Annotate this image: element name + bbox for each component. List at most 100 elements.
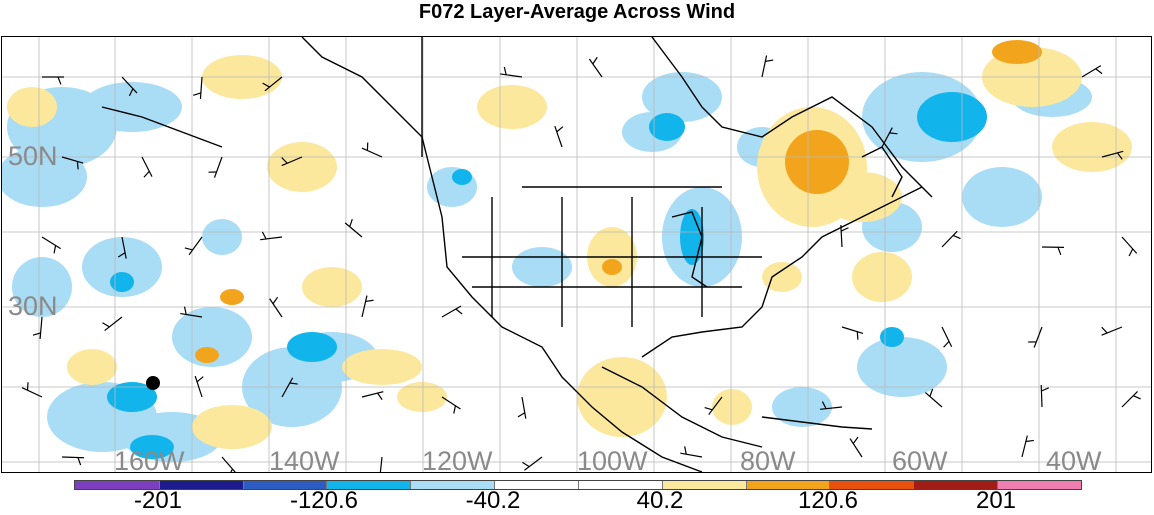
lon-label-80w: 80W: [740, 448, 796, 473]
lon-label-60w: 60W: [892, 448, 948, 473]
wind-barb-flag: [144, 171, 149, 177]
wind-barb-staff: [345, 223, 362, 237]
wind-barb-staff: [1122, 391, 1138, 407]
wind-barb-staff: [1122, 237, 1137, 253]
wind-barb-flag: [33, 333, 41, 335]
wind-barb-staff: [555, 126, 562, 147]
wind-barb-flag: [853, 437, 858, 443]
wind-barb-staff: [105, 317, 122, 331]
pos-core-area: [992, 40, 1042, 64]
wind-barb-flag: [557, 127, 563, 132]
lon-label-120w: 120W: [422, 448, 493, 473]
wind-barb-staff: [380, 457, 382, 472]
wind-barb-flag: [857, 332, 858, 340]
wind-barb-staff: [42, 237, 61, 249]
lat-label-50n: 50N: [8, 143, 58, 170]
lon-label-100w: 100W: [577, 448, 648, 473]
wind-barb-flag: [350, 219, 353, 227]
pos-contour-area: [302, 267, 362, 307]
wind-barb-flag: [456, 309, 462, 314]
wind-barb-flag: [454, 406, 456, 414]
wind-barb-staff: [270, 299, 282, 317]
wind-barb-staff: [1082, 66, 1101, 77]
wind-barb-flag: [193, 93, 201, 95]
pos-contour-area: [192, 405, 272, 449]
wind-barb-flag: [1102, 327, 1107, 333]
wind-barb-staff: [680, 453, 702, 457]
pos-contour-area: [397, 382, 447, 412]
lon-label-140w: 140W: [269, 448, 340, 473]
wind-barb-flag: [185, 307, 187, 315]
wind-barb-staff: [942, 231, 957, 247]
neg-contour-area: [512, 247, 572, 287]
station-marker: [146, 376, 160, 390]
lon-label-160w: 160W: [114, 448, 185, 473]
wind-barb-staff: [762, 55, 767, 77]
neg-core-area: [917, 92, 987, 142]
wind-barb-flag: [58, 77, 61, 84]
wind-barb-flag: [229, 469, 233, 472]
wind-barb-staff: [1022, 436, 1027, 457]
neg-core-area: [452, 169, 472, 185]
wind-barb-flag: [1096, 69, 1102, 74]
wind-barb-flag: [504, 67, 506, 75]
pos-contour-area: [577, 357, 667, 437]
pos-core-area: [195, 347, 219, 363]
wind-barb-staff: [62, 457, 84, 458]
wind-barb-flag: [953, 235, 960, 238]
wind-barb-flag: [685, 446, 687, 454]
wind-barb-flag: [1026, 440, 1034, 441]
pos-contour-area: [7, 87, 57, 127]
wind-barb-staff: [524, 457, 542, 470]
map-title: F072 Layer-Average Across Wind: [0, 0, 1154, 24]
wind-barb-flag: [378, 393, 383, 400]
wind-barb-flag: [522, 462, 529, 466]
neg-core-area: [880, 327, 904, 347]
neg-contour-area: [962, 167, 1042, 227]
wind-barb-flag: [54, 245, 55, 253]
wind-barb-staff: [1034, 327, 1042, 348]
pos-core-area: [220, 289, 244, 305]
neg-core-area: [110, 272, 134, 292]
wind-barb-staff: [841, 225, 842, 247]
wind-barb-staff: [260, 237, 282, 240]
wind-barb-flag: [593, 57, 597, 64]
wind-barb-staff: [362, 148, 382, 157]
wind-barb-flag: [1058, 247, 1061, 255]
wind-barb-flag: [944, 341, 949, 347]
wind-barb-flag: [185, 248, 193, 250]
wind-barb-flag: [705, 408, 713, 410]
wind-barb-flag: [262, 232, 266, 239]
wind-barb-flag: [366, 300, 374, 301]
pos-contour-area: [342, 349, 422, 385]
wind-barb-staff: [222, 457, 236, 472]
wind-barb-flag: [1129, 249, 1133, 256]
wind-barb-staff: [214, 157, 222, 178]
neg-core-area: [287, 332, 337, 362]
pos-contour-area: [477, 85, 547, 129]
pos-contour-area: [852, 252, 912, 302]
lon-label-40w: 40W: [1046, 448, 1102, 473]
wind-barb-flag: [27, 382, 28, 390]
wind-barb-flag: [1041, 388, 1048, 391]
lat-label-30n: 30N: [8, 293, 58, 320]
wind-barb-flag: [1133, 396, 1140, 399]
pos-core-area: [785, 130, 849, 194]
color-scale-bar: [74, 480, 1082, 490]
wind-barb-staff: [189, 237, 202, 255]
wind-barb-flag: [273, 297, 278, 304]
pos-contour-area: [1052, 122, 1132, 172]
wind-barb-staff: [362, 296, 367, 317]
wind-barb-flag: [197, 377, 203, 382]
wind-barb-flag: [78, 458, 81, 466]
wind-barb-staff: [842, 327, 863, 333]
pos-core-area: [602, 259, 622, 275]
weather-map[interactable]: 50N 30N 160W 140W 120W 100W 80W 60W 40W: [1, 36, 1152, 473]
wind-barb-flag: [103, 323, 110, 327]
wind-barb-flag: [765, 60, 773, 61]
map-canvas: [2, 37, 1151, 472]
wind-barb-flag: [518, 413, 525, 417]
wind-barb-staff: [200, 77, 202, 99]
wind-barb-staff: [589, 59, 602, 77]
wind-barb-staff: [850, 439, 862, 457]
